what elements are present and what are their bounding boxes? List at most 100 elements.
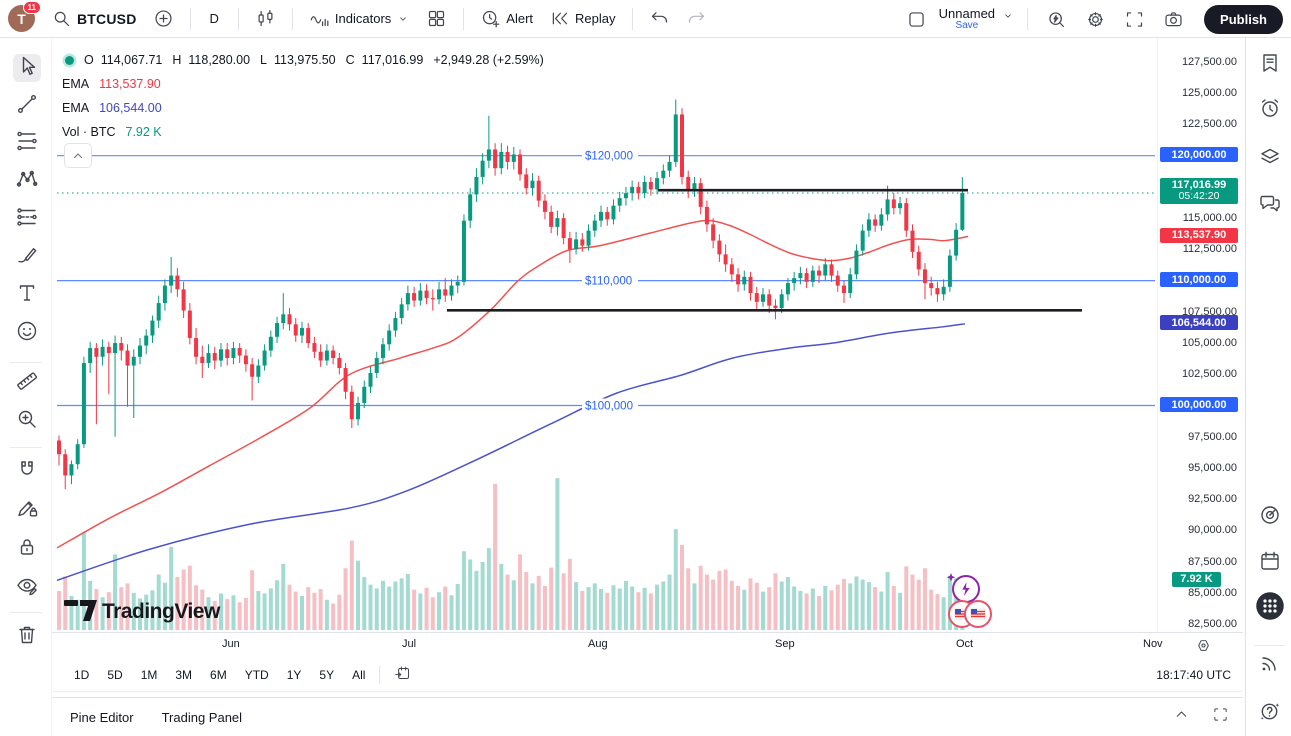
- calendar-button[interactable]: [1256, 549, 1284, 577]
- layers-button[interactable]: [1256, 144, 1284, 172]
- watchlist-button[interactable]: [1256, 51, 1284, 79]
- price-tick: 122,500.00: [1181, 118, 1237, 131]
- help-button[interactable]: [1256, 699, 1284, 727]
- chart-style-button[interactable]: [249, 4, 282, 33]
- quick-search-button[interactable]: [1040, 5, 1073, 34]
- apps-grid-icon: [1255, 591, 1285, 626]
- draw-lock-tool[interactable]: [13, 496, 41, 524]
- chevron-up-icon[interactable]: [1173, 706, 1190, 728]
- candle-body: [524, 174, 529, 189]
- indicators-button[interactable]: Indicators: [303, 4, 416, 33]
- volume-bar: [181, 569, 186, 630]
- range-all[interactable]: All: [344, 664, 373, 686]
- candle-body: [125, 350, 130, 366]
- lock-tool[interactable]: [13, 535, 41, 563]
- volume-bar: [686, 568, 691, 630]
- emoji-tool[interactable]: [13, 319, 41, 347]
- range-1m[interactable]: 1M: [133, 664, 166, 686]
- hide-drawings-tool[interactable]: [13, 573, 41, 601]
- volume-bar: [187, 565, 192, 630]
- tab-trading-panel[interactable]: Trading Panel: [152, 704, 252, 731]
- range-6m[interactable]: 6M: [202, 664, 235, 686]
- tab-pine-editor[interactable]: Pine Editor: [60, 704, 144, 731]
- volume-bar: [106, 592, 111, 630]
- projection-tool[interactable]: [13, 205, 41, 233]
- volume-bar: [698, 565, 703, 630]
- apps-grid-button[interactable]: [1256, 591, 1284, 622]
- range-1y[interactable]: 1Y: [279, 664, 310, 686]
- add-symbol-button[interactable]: [147, 4, 180, 33]
- chart-legend: O 114,067.71 H 118,280.00 L 113,975.50 C 117,01…: [62, 48, 544, 144]
- candle-body: [231, 348, 236, 359]
- layout-grid-button[interactable]: [420, 4, 453, 33]
- volume-row[interactable]: Vol · BTC 7.92 K: [62, 120, 544, 144]
- trash-tool[interactable]: [13, 623, 41, 651]
- alarm-button[interactable]: [1256, 96, 1284, 124]
- fullscreen-button[interactable]: [1118, 5, 1151, 34]
- volume-bar: [362, 577, 367, 630]
- toolbar-divider: [10, 362, 42, 363]
- volume-bar: [879, 591, 884, 630]
- volume-bar: [262, 593, 267, 630]
- text-tool-tool[interactable]: [13, 281, 41, 309]
- publish-button[interactable]: Publish: [1204, 4, 1283, 34]
- zoom-in-tool[interactable]: [13, 407, 41, 435]
- chart-settings-button[interactable]: [1079, 5, 1112, 34]
- hexagon-settings-icon[interactable]: [1195, 637, 1212, 659]
- save-label[interactable]: Save: [955, 19, 979, 31]
- target-button[interactable]: [1256, 503, 1284, 531]
- chevron-down-icon[interactable]: [1001, 9, 1015, 28]
- cursor-tool[interactable]: [13, 54, 41, 82]
- layout-name-group[interactable]: Unnamed Save: [939, 7, 1015, 31]
- alert-button[interactable]: Alert: [474, 4, 539, 33]
- calendar-icon: [1258, 549, 1282, 578]
- toolbar-divider: [1027, 8, 1029, 30]
- candle-body: [225, 349, 230, 359]
- price-axis[interactable]: 127,500.00125,000.00122,500.00117,500.00…: [1157, 38, 1243, 632]
- price-tick: 112,500.00: [1182, 243, 1237, 256]
- streams-button[interactable]: [1256, 651, 1284, 679]
- interval-button[interactable]: D: [201, 7, 228, 30]
- legend-collapse-button[interactable]: [64, 143, 92, 168]
- candle-body: [767, 294, 772, 306]
- redo-button[interactable]: [680, 4, 713, 33]
- replay-button[interactable]: Replay: [543, 4, 621, 33]
- magnet-tool[interactable]: [13, 458, 41, 486]
- ruler-icon: [15, 369, 39, 398]
- user-avatar[interactable]: T 11: [8, 1, 41, 32]
- symbol-search-button[interactable]: BTCUSD: [45, 4, 143, 33]
- ema-slow-row[interactable]: EMA 106,544.00: [62, 96, 544, 120]
- xabcd-pattern-tool[interactable]: [13, 167, 41, 195]
- save-layout-button[interactable]: [900, 5, 933, 34]
- trendline-tool[interactable]: [13, 92, 41, 120]
- candle-body: [941, 286, 946, 295]
- undo-button[interactable]: [643, 4, 676, 33]
- range-5d[interactable]: 5D: [99, 664, 130, 686]
- candle-body: [567, 238, 572, 250]
- expand-panel-icon[interactable]: [1212, 706, 1229, 728]
- price-level-label: $120,000: [585, 151, 633, 163]
- volume-bar: [873, 587, 878, 630]
- fib-lines-tool[interactable]: [13, 129, 41, 157]
- range-3m[interactable]: 3M: [167, 664, 200, 686]
- ohlc-row[interactable]: O 114,067.71 H 118,280.00 L 113,975.50 C 117,01…: [62, 48, 544, 72]
- candle-body: [312, 343, 317, 352]
- snapshot-button[interactable]: [1157, 5, 1190, 34]
- range-1d[interactable]: 1D: [66, 664, 97, 686]
- candle-body: [187, 310, 192, 339]
- volume-bar: [387, 586, 392, 630]
- candle-body: [156, 303, 161, 321]
- volume-bar: [461, 551, 466, 630]
- ruler-tool[interactable]: [13, 369, 41, 397]
- range-ytd[interactable]: YTD: [237, 664, 277, 686]
- range-5y[interactable]: 5Y: [311, 664, 342, 686]
- volume-bar: [81, 532, 86, 630]
- server-clock[interactable]: 18:17:40 UTC: [1156, 667, 1231, 682]
- brush-tool[interactable]: [13, 243, 41, 271]
- ema-fast-row[interactable]: EMA 113,537.90: [62, 72, 544, 96]
- go-to-date-button[interactable]: [386, 661, 419, 689]
- time-axis[interactable]: Jun Jul Aug Sep Oct Nov: [52, 632, 1243, 658]
- candle-body: [162, 285, 167, 304]
- chat-button[interactable]: [1256, 191, 1284, 219]
- price-chart[interactable]: $120,000 $110,000 $100,000 TradingView: [52, 38, 1157, 632]
